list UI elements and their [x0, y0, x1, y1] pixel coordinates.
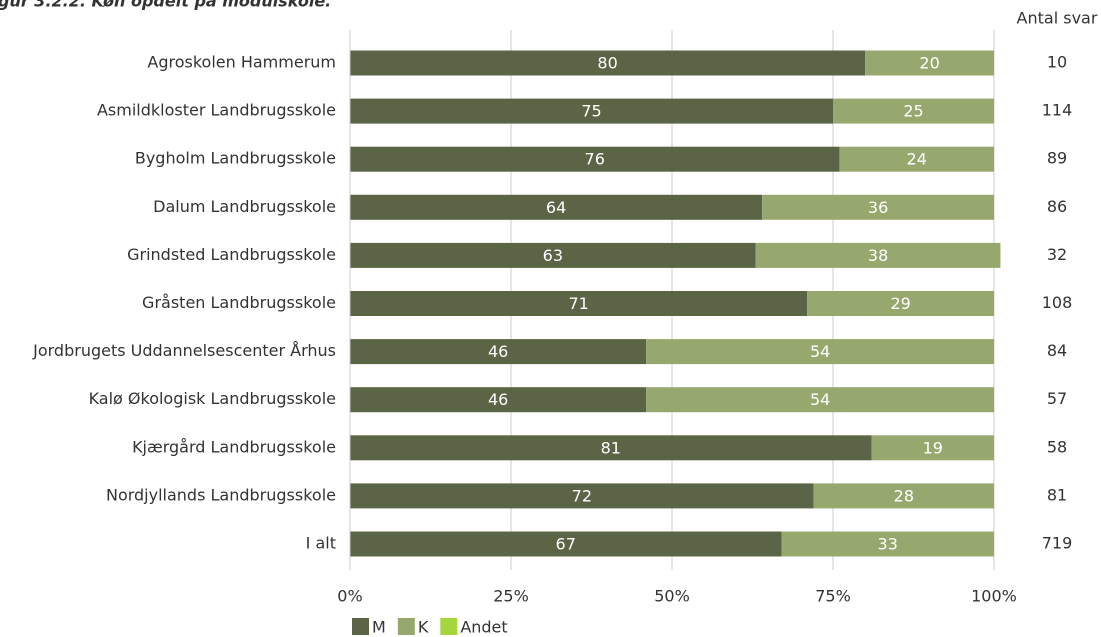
count-label: 719	[1042, 534, 1073, 553]
bar-segment	[350, 242, 756, 268]
value-label: 72	[572, 486, 592, 505]
value-label: 46	[488, 390, 508, 409]
bar-segment	[833, 98, 994, 124]
value-label: 76	[585, 150, 605, 169]
bar-segment	[807, 291, 994, 316]
count-label: 89	[1047, 149, 1067, 168]
value-label: 25	[903, 102, 923, 121]
count-label: 58	[1047, 437, 1067, 456]
value-label: 81	[601, 438, 621, 457]
value-label: 29	[890, 294, 910, 313]
bar-segment	[762, 194, 994, 220]
x-tick-label: 100%	[971, 587, 1017, 606]
value-label: 80	[597, 54, 617, 73]
value-label: 20	[919, 54, 939, 73]
bar-segment	[350, 339, 647, 365]
bar-segment	[646, 339, 994, 365]
x-tick-label: 25%	[493, 587, 529, 606]
value-label: 28	[894, 486, 914, 505]
x-tick-label: 50%	[654, 587, 690, 606]
legend-swatch	[352, 618, 369, 635]
value-label: 75	[581, 102, 601, 121]
value-label: 63	[543, 246, 563, 265]
bar-segment	[350, 194, 763, 220]
legend-label: Andet	[460, 618, 507, 637]
value-label: 71	[568, 294, 588, 313]
category-label: I alt	[306, 534, 336, 553]
count-label: 108	[1042, 293, 1073, 312]
bar-segment	[350, 435, 872, 461]
legend-swatch	[397, 618, 415, 635]
bar-segment	[646, 387, 994, 413]
count-label: 10	[1047, 53, 1067, 72]
category-label: Kalø Økologisk Landbrugsskole	[89, 389, 336, 408]
category-label: Kjærgård Landbrugsskole	[132, 437, 336, 456]
count-label: 86	[1047, 197, 1067, 216]
category-label: Bygholm Landbrugsskole	[135, 149, 336, 168]
value-label: 64	[546, 198, 566, 217]
chart-title: gur 3.2.2. Køn opdelt på modulskole.	[0, 0, 331, 11]
bar-segment	[755, 242, 1001, 268]
x-tick-label: 75%	[815, 587, 851, 606]
bar-segment	[350, 483, 814, 509]
count-label: 57	[1047, 389, 1067, 408]
counts-title: Antal svar	[1017, 9, 1098, 28]
bar-segment	[839, 146, 994, 172]
value-label: 54	[810, 390, 830, 409]
value-label: 24	[907, 150, 927, 169]
legend-label: K	[418, 618, 429, 637]
category-label: Jordbrugets Uddannelsescenter Århus	[32, 341, 336, 360]
category-label: Grindsted Landbrugsskole	[127, 245, 336, 264]
bar-segment	[350, 98, 833, 124]
bar-segment	[865, 50, 994, 76]
bar-segment	[350, 146, 840, 172]
bar-segment	[350, 387, 647, 413]
legend-swatch	[440, 618, 458, 635]
value-label: 33	[878, 535, 898, 554]
value-label: 38	[868, 246, 888, 265]
bar-segment	[350, 531, 782, 557]
category-label: Asmildkloster Landbrugsskole	[97, 101, 336, 120]
legend-label: M	[372, 618, 386, 637]
value-label: 54	[810, 342, 830, 361]
count-label: 81	[1047, 485, 1067, 504]
count-label: 32	[1047, 245, 1067, 264]
category-label: Nordjyllands Landbrugsskole	[106, 485, 336, 504]
bar-segment	[813, 483, 994, 509]
bar-segment	[350, 291, 808, 316]
x-tick-label: 0%	[337, 587, 362, 606]
bar-segment	[350, 50, 866, 76]
count-label: 114	[1042, 101, 1073, 120]
bar-segment	[781, 531, 994, 557]
value-label: 36	[868, 198, 888, 217]
category-label: Agroskolen Hammerum	[147, 53, 336, 72]
category-label: Gråsten Landbrugsskole	[142, 293, 336, 312]
category-label: Dalum Landbrugsskole	[153, 197, 336, 216]
value-label: 67	[556, 535, 576, 554]
count-label: 84	[1047, 341, 1067, 360]
value-label: 46	[488, 342, 508, 361]
bar-segment	[871, 435, 994, 461]
value-label: 19	[923, 438, 943, 457]
